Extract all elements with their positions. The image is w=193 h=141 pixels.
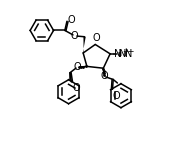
Text: N: N (114, 49, 121, 59)
Text: −: − (127, 47, 134, 56)
Text: O: O (100, 71, 108, 81)
Polygon shape (83, 37, 86, 53)
Text: N: N (119, 49, 127, 59)
Text: O: O (92, 33, 100, 43)
Text: +: + (122, 47, 128, 56)
Text: O: O (113, 91, 120, 101)
Text: O: O (68, 15, 75, 25)
Text: O: O (74, 62, 81, 72)
Text: O: O (71, 31, 79, 41)
Text: N: N (125, 49, 132, 59)
Text: O: O (72, 83, 80, 93)
